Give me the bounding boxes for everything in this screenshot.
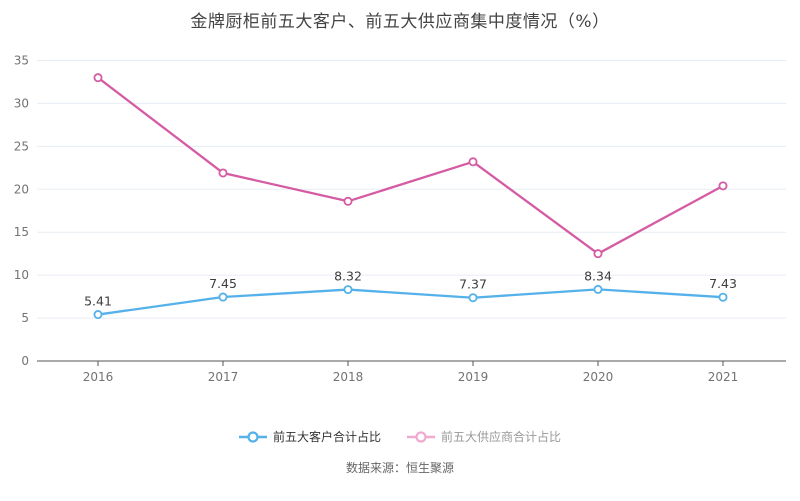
customer-data-point[interactable] [93,310,103,320]
y-axis-tick-label: 30 [14,96,29,110]
supplier-data-point[interactable] [93,73,103,83]
y-axis-tick-label: 5 [21,311,29,325]
x-axis-tick-label: 2017 [208,370,239,384]
customer-data-point[interactable] [593,284,603,294]
legend-label-supplier: 前五大供应商合计占比 [441,430,562,444]
customer-value-label: 5.41 [84,294,112,309]
legend-line-circle-icon [238,430,267,443]
x-axis-tick-label: 2019 [458,370,489,384]
y-axis-tick-label: 35 [14,54,29,68]
customer-value-label: 7.37 [459,277,487,292]
customer-value-label: 8.34 [584,268,612,283]
supplier-data-point[interactable] [343,196,353,206]
y-axis-tick-label: 15 [14,225,29,239]
customer-value-label: 7.43 [709,276,737,291]
supplier-data-point[interactable] [468,157,478,167]
y-axis-tick-label: 25 [14,139,29,153]
customer-data-point[interactable] [218,292,228,302]
x-axis-tick-label: 2021 [708,370,739,384]
x-axis-tick-label: 2016 [83,370,114,384]
customer-value-label: 7.45 [209,276,237,291]
x-axis-tick-label: 2020 [583,370,614,384]
x-axis-tick-label: 2018 [333,370,364,384]
concentration-line-chart: 0 5 10 15 20 25 30 35 2016 2017 2018 2019 2020 2021 5.… [14,54,786,384]
legend-item-customer[interactable]: 前五大客户合计占比 [238,428,381,445]
y-axis-tick-label: 0 [21,354,29,368]
customer-data-point[interactable] [468,293,478,303]
customer-value-label: 8.32 [334,269,362,284]
y-axis-tick-label: 20 [14,182,29,196]
legend-item-supplier[interactable]: 前五大供应商合计占比 [407,428,561,445]
legend-line-circle-icon [407,430,435,443]
chart-title: 金牌厨柜前五大客户、前五大供应商集中度情况（%） [190,12,610,32]
chart-legend: 前五大客户合计占比 前五大供应商合计占比 [0,428,800,445]
legend-label-customer: 前五大客户合计占比 [272,430,381,444]
customer-data-point[interactable] [718,292,728,302]
customer-data-point[interactable] [343,285,353,295]
supplier-data-point[interactable] [218,168,228,178]
customer-series-line [96,288,725,316]
data-source-text: 数据来源：恒生聚源 [345,461,454,475]
supplier-data-point[interactable] [593,249,603,259]
y-axis-tick-label: 10 [14,268,29,282]
supplier-series-line [96,76,725,255]
supplier-data-point[interactable] [718,181,728,191]
